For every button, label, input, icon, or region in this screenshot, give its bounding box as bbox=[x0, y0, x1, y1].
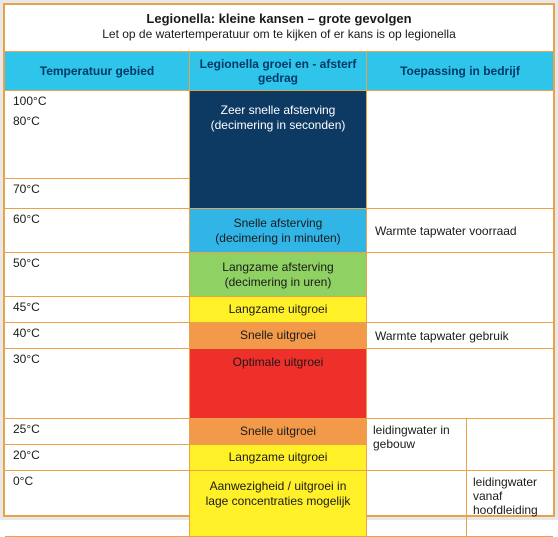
temp-cell: 0°C bbox=[5, 471, 190, 537]
behaviour-cell: Aanwezigheid / uitgroei inlage concentra… bbox=[190, 471, 367, 537]
application-split-left bbox=[367, 471, 467, 536]
application-cell bbox=[367, 91, 553, 209]
temp-label: 45°C bbox=[13, 300, 40, 314]
behaviour-line1: Optimale uitgroei bbox=[233, 355, 324, 369]
application-cell: Warmte tapwater gebruik bbox=[367, 323, 553, 349]
behaviour-cell: Zeer snelle afsterving(decimering in sec… bbox=[190, 91, 367, 209]
application-split-left: leidingwater in gebouw bbox=[367, 419, 467, 470]
behaviour-cell: Langzame uitgroei bbox=[190, 445, 367, 471]
application-split-right: leidingwater vanaf hoofdleiding bbox=[467, 471, 553, 536]
behaviour-line1: Aanwezigheid / uitgroei in bbox=[210, 479, 347, 493]
behaviour-cell: Snelle uitgroei bbox=[190, 323, 367, 349]
temp-cell: 60°C bbox=[5, 209, 190, 253]
application-text: Warmte tapwater gebruik bbox=[375, 329, 509, 343]
col-header-temperature: Temperatuur gebied bbox=[5, 51, 190, 91]
behaviour-text: Optimale uitgroei bbox=[233, 355, 324, 370]
behaviour-text: Zeer snelle afsterving(decimering in sec… bbox=[211, 103, 346, 133]
behaviour-line2: lage concentraties mogelijk bbox=[206, 494, 351, 509]
temp-label: 25°C bbox=[13, 422, 40, 436]
temp-cell: 25°C bbox=[5, 419, 190, 445]
behaviour-cell: Snelle uitgroei bbox=[190, 419, 367, 445]
behaviour-line1: Langzame uitgroei bbox=[229, 302, 328, 316]
temp-label: 100°C bbox=[13, 94, 47, 108]
col-header-behaviour-label: Legionella groei en - afsterf gedrag bbox=[190, 57, 366, 85]
col-header-behaviour: Legionella groei en - afsterf gedrag bbox=[190, 51, 367, 91]
application-cell bbox=[367, 253, 553, 323]
col-header-temperature-label: Temperatuur gebied bbox=[40, 64, 154, 78]
title-sub: Let op de watertemperatuur om te kijken … bbox=[9, 27, 549, 41]
behaviour-text: Langzame afsterving(decimering in uren) bbox=[222, 260, 333, 290]
temp-label: 20°C bbox=[13, 448, 40, 462]
application-cell: Warmte tapwater voorraad bbox=[367, 209, 553, 253]
col-header-application: Toepassing in bedrijf bbox=[367, 51, 553, 91]
application-cell bbox=[367, 349, 553, 419]
col-header-application-label: Toepassing in bedrijf bbox=[400, 64, 520, 78]
behaviour-cell: Optimale uitgroei bbox=[190, 349, 367, 419]
application-cell: leidingwater vanaf hoofdleiding bbox=[367, 471, 553, 537]
behaviour-cell: Langzame uitgroei bbox=[190, 297, 367, 323]
temp-cell: 80°C bbox=[5, 111, 190, 179]
temp-cell: 30°C bbox=[5, 349, 190, 419]
temp-cell: 50°C bbox=[5, 253, 190, 297]
temp-label: 40°C bbox=[13, 326, 40, 340]
temp-label: 0°C bbox=[13, 474, 33, 488]
temp-label: 70°C bbox=[13, 182, 40, 196]
behaviour-line1: Snelle afsterving bbox=[234, 216, 323, 230]
temp-cell: 45°C bbox=[5, 297, 190, 323]
behaviour-text: Aanwezigheid / uitgroei inlage concentra… bbox=[206, 479, 351, 509]
temp-label: 60°C bbox=[13, 212, 40, 226]
table-content: Temperatuur gebied Legionella groei en -… bbox=[5, 51, 553, 537]
behaviour-cell: Snelle afsterving(decimering in minuten) bbox=[190, 209, 367, 253]
title-main: Legionella: kleine kansen – grote gevolg… bbox=[9, 11, 549, 26]
application-split-right bbox=[467, 419, 553, 470]
title-block: Legionella: kleine kansen – grote gevolg… bbox=[5, 5, 553, 47]
temp-label: 80°C bbox=[13, 114, 40, 128]
application-cell: leidingwater in gebouw bbox=[367, 419, 553, 471]
temp-cell: 20°C bbox=[5, 445, 190, 471]
behaviour-line1: Langzame uitgroei bbox=[229, 450, 328, 464]
behaviour-cell: Langzame afsterving(decimering in uren) bbox=[190, 253, 367, 297]
application-text: Warmte tapwater voorraad bbox=[375, 224, 517, 238]
temp-label: 30°C bbox=[13, 352, 40, 366]
behaviour-line2: (decimering in uren) bbox=[222, 275, 333, 290]
temp-cell: 70°C bbox=[5, 179, 190, 209]
behaviour-line2: (decimering in seconden) bbox=[211, 118, 346, 133]
legionella-table: Legionella: kleine kansen – grote gevolg… bbox=[3, 3, 555, 517]
behaviour-text: Snelle uitgroei bbox=[240, 424, 316, 439]
temp-label: 50°C bbox=[13, 256, 40, 270]
behaviour-text: Langzame uitgroei bbox=[229, 302, 328, 317]
temp-cell: 100°C bbox=[5, 91, 190, 111]
behaviour-line2: (decimering in minuten) bbox=[215, 231, 340, 246]
behaviour-text: Langzame uitgroei bbox=[229, 450, 328, 465]
behaviour-line1: Zeer snelle afsterving bbox=[221, 103, 336, 117]
behaviour-text: Snelle afsterving(decimering in minuten) bbox=[215, 216, 340, 246]
behaviour-line1: Snelle uitgroei bbox=[240, 328, 316, 342]
temp-cell: 40°C bbox=[5, 323, 190, 349]
behaviour-line1: Langzame afsterving bbox=[222, 260, 333, 274]
behaviour-text: Snelle uitgroei bbox=[240, 328, 316, 343]
behaviour-line1: Snelle uitgroei bbox=[240, 424, 316, 438]
